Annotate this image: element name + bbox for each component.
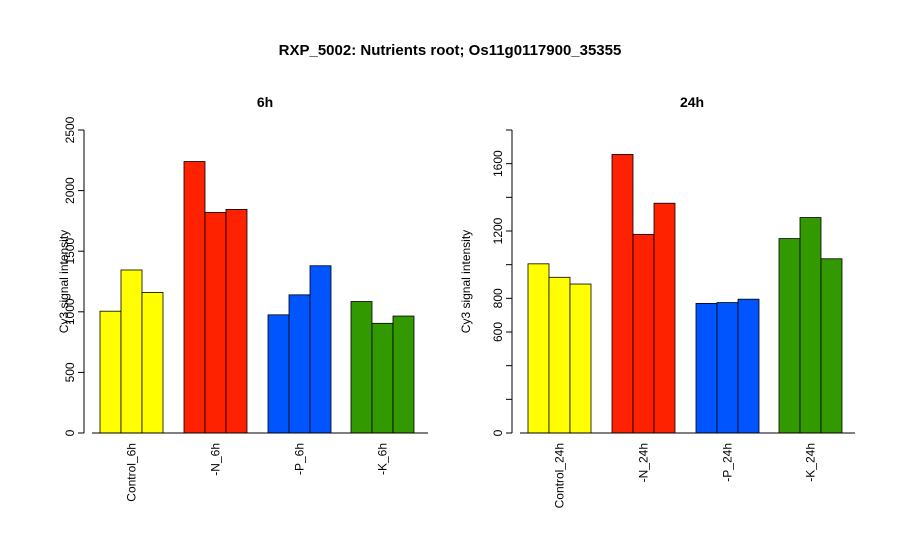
x-tick-label: Control_24h [553,443,567,508]
bar [183,161,206,434]
bar [737,298,760,434]
y-axis-label: Cy3 signal intensity [57,230,71,333]
x-tick-label: -N_24h [637,443,651,482]
panel-title: 6h [257,94,273,110]
panel-24h: 24h Control_24h -N_24h -P_24h -K_24h 0 600 800 1… [459,94,855,508]
bar [820,258,843,434]
bar [716,302,739,434]
main-title: RXP_5002: Nutrients root; Os11g0117900_3… [279,42,622,59]
bar [288,294,311,434]
y-tick-label: 0 [63,429,77,436]
y-tick-label: 1000 [63,298,77,325]
bar [653,202,676,434]
bar [350,301,373,434]
bar [778,238,801,434]
x-tick-label: -K_24h [804,443,818,482]
y-tick-label: 800 [491,288,505,308]
bar [120,269,143,434]
bar [695,302,718,434]
bar [371,322,394,434]
y-tick-label: 2000 [63,177,77,204]
y-tick-label: 1500 [63,238,77,265]
bar [141,292,164,434]
bar [799,217,822,434]
y-tick-label: 2500 [63,116,77,143]
bar [99,310,122,434]
panel-title: 24h [680,94,704,110]
bar [309,265,332,434]
bar [267,314,290,434]
bar [611,154,634,434]
bar [204,212,227,434]
bar [225,208,248,434]
x-tick-label: -N_6h [209,443,223,476]
bar [569,283,592,434]
bar [392,315,415,434]
y-axis-label: Cy3 signal intensity [459,230,473,333]
bar [548,276,571,434]
bar [632,233,655,434]
x-tick-label: -P_6h [293,443,307,475]
y-tick-label: 600 [491,322,505,342]
x-tick-label: -K_6h [376,443,390,475]
x-tick-label: -P_24h [721,443,735,482]
bar [527,263,550,434]
y-tick-label: 1600 [491,150,505,177]
y-tick-label: 500 [63,362,77,382]
y-tick-label: 1200 [491,217,505,244]
y-tick-label: 0 [491,429,505,436]
x-tick-label: Control_6h [125,443,139,502]
panel-6h: 6h Control_6h -N_6h -P_6h -K_6h 0 500 1000 1500 2… [57,94,428,502]
